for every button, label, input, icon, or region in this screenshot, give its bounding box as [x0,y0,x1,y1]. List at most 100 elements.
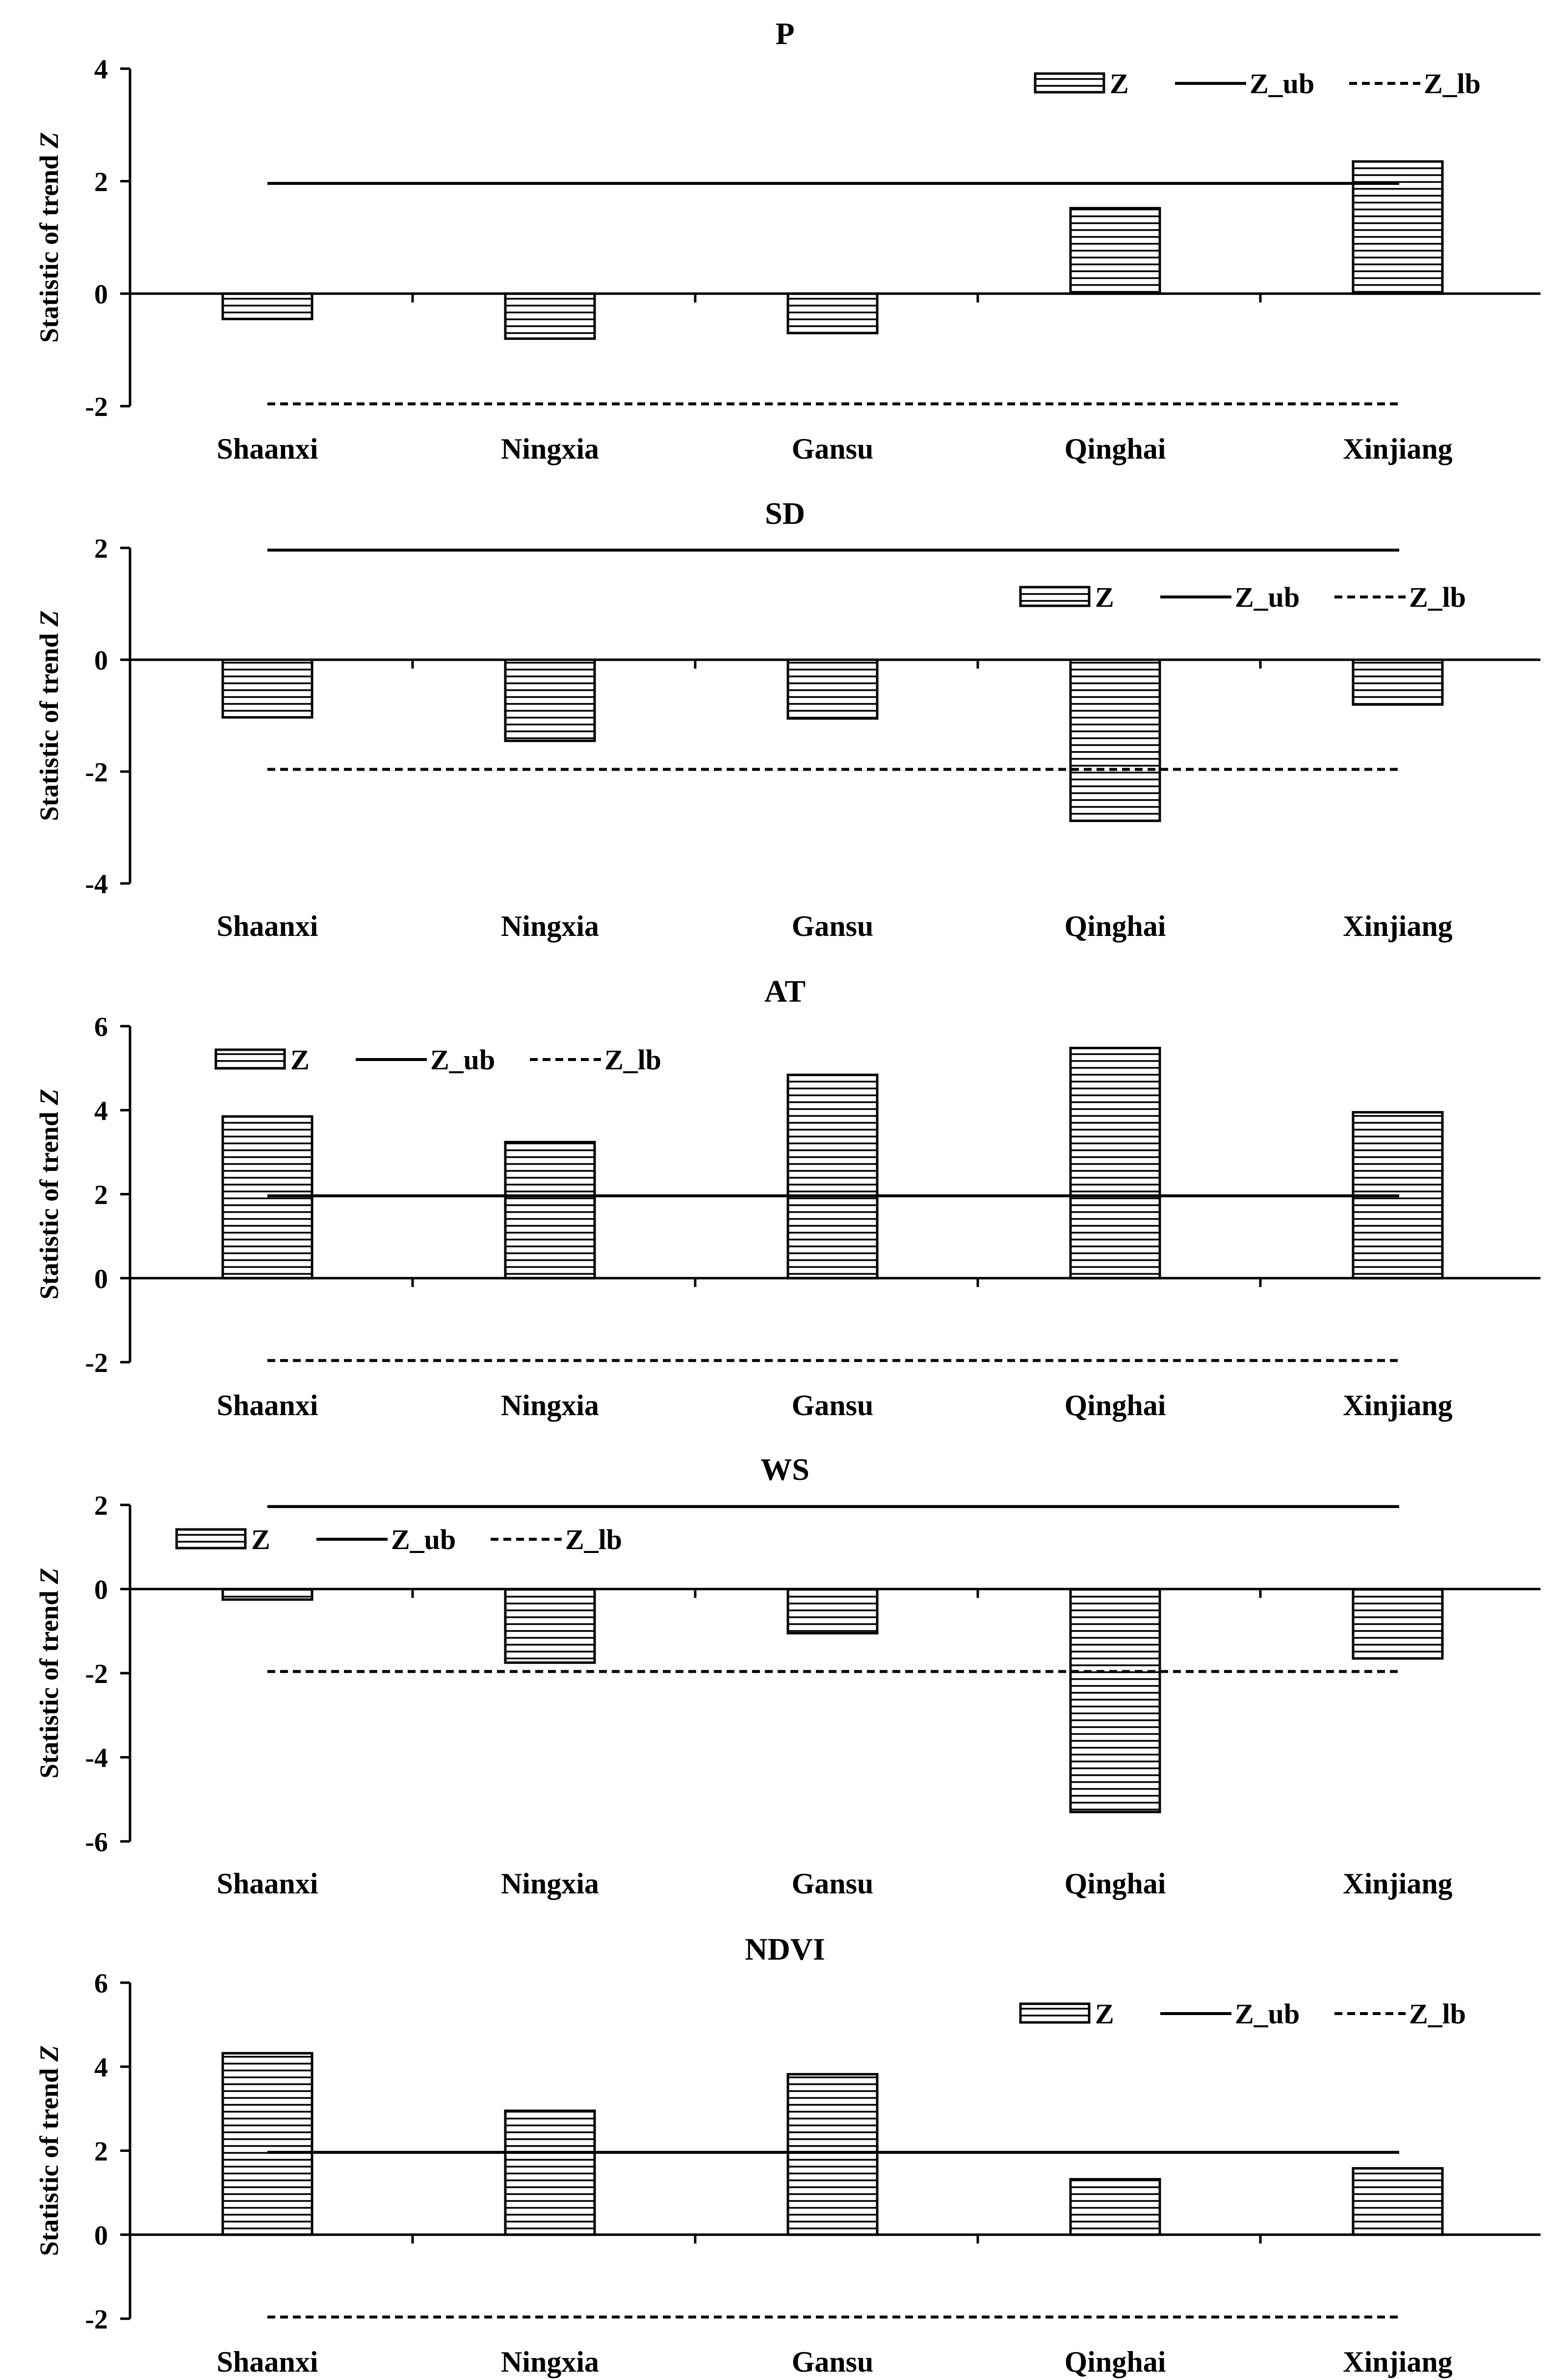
legend-ub-label: Z_ub [1235,1998,1300,2030]
bar-gansu [786,2073,879,2236]
category-label: Ningxia [501,1389,599,1422]
category-label: Ningxia [501,910,599,942]
bar-qinghai [1069,2178,1161,2236]
legend-ub-label: Z_ub [1250,68,1314,100]
chart-title: P [775,16,794,51]
legend-lb-label: Z_lb [1424,68,1481,100]
y-tick-label: 0 [94,1264,108,1294]
y-tick-label: 4 [94,54,108,85]
legend-bar-label: Z [290,1044,310,1076]
y-tick-label: 2 [94,167,108,197]
category-label: Qinghai [1065,910,1166,942]
bar-xinjiang [1352,1588,1444,1660]
y-axis-label: Statistic of trend Z [34,610,64,821]
legend-bar-swatch [175,1528,247,1550]
y-tick-label: -2 [85,1348,108,1378]
y-tick-label: 4 [94,1096,108,1126]
category-label: Gansu [792,1867,874,1900]
category-label: Gansu [792,2346,874,2378]
y-axis-label-variable: Z [34,132,64,149]
category-label: Shaanxi [217,1389,318,1422]
chart-title: NDVI [745,1932,825,1966]
legend: Z Z_ub Z_lb [214,1044,661,1076]
legend-bar-label: Z [1095,581,1114,613]
chart-title: WS [760,1452,810,1487]
y-axis-label-variable: Z [34,2045,64,2062]
bar-qinghai [1069,1047,1161,1280]
category-label: Ningxia [501,1867,599,1900]
legend-ub-label: Z_ub [391,1524,456,1555]
chart-title: AT [764,974,806,1009]
bar-ningxia [504,1140,596,1280]
category-label: Qinghai [1065,1389,1166,1422]
category-label: Xinjiang [1343,2346,1452,2378]
legend-bar-swatch [1034,72,1105,94]
legend-ub-label: Z_ub [1235,581,1300,613]
category-label: Ningxia [501,433,599,465]
y-tick-label: 0 [94,280,108,310]
bar-ningxia [504,2109,596,2236]
legend-bar-label: Z [1095,1998,1114,2030]
legend-bar-label: Z [251,1524,270,1555]
bar-gansu [786,292,879,335]
y-axis-label: Statistic of trend Z [34,2045,64,2256]
y-tick-label: 0 [94,646,108,676]
legend-ub-label: Z_ub [430,1044,495,1076]
y-axis-label-text: Statistic of trend [34,1584,64,1778]
y-tick-label: 2 [94,1491,108,1521]
category-label: Shaanxi [217,910,318,942]
legend-bar-swatch [1019,586,1091,607]
y-axis-label-variable: Z [34,610,64,627]
y-tick-label: -6 [85,1827,108,1858]
y-tick-label: -4 [85,869,108,900]
y-axis-label-variable: Z [34,1568,64,1584]
y-axis-label: Statistic of trend Z [34,1568,64,1778]
y-axis-label-text: Statistic of trend [34,2062,64,2256]
category-label: Xinjiang [1343,1867,1452,1900]
chart-panel-sd: SD -4 -2 0 2 Statistic of trend Z Shaanxi Ningx… [34,496,1541,942]
y-tick-label: 2 [94,534,108,564]
y-tick-label: -2 [85,1659,108,1689]
category-label: Qinghai [1065,1867,1166,1900]
legend-bar-swatch [1019,2002,1091,2024]
bar-gansu [786,1588,879,1635]
category-label: Shaanxi [217,433,318,465]
bar-qinghai [1069,207,1161,295]
category-label: Qinghai [1065,433,1166,465]
legend-lb-label: Z_lb [565,1524,622,1555]
category-label: Shaanxi [217,1867,318,1900]
category-label: Xinjiang [1343,433,1452,465]
category-label: Xinjiang [1343,910,1452,942]
bar-ningxia [504,1588,596,1664]
category-label: Shaanxi [217,2346,318,2378]
category-label: Gansu [792,433,874,465]
y-tick-label: -2 [85,2304,108,2335]
legend: Z Z_ub Z_lb [1019,581,1466,613]
y-tick-label: 2 [94,1180,108,1211]
legend: Z Z_ub Z_lb [1019,1998,1466,2030]
legend-bar-label: Z [1110,68,1129,100]
y-axis-label-text: Statistic of trend [34,148,64,342]
y-tick-label: 6 [94,1968,108,1999]
y-axis-label-variable: Z [34,1089,64,1106]
bar-shaanxi [221,2052,313,2236]
legend-lb-label: Z_lb [1409,581,1466,613]
y-axis-label: Statistic of trend Z [34,1089,64,1299]
y-axis-label-text: Statistic of trend [34,1105,64,1299]
y-tick-label: -2 [85,757,108,788]
y-tick-label: 2 [94,2137,108,2167]
category-label: Ningxia [501,2346,599,2378]
chart-panel-ndvi: NDVI -2 0 2 4 6 Statistic of trend Z Shaanxi Nin… [34,1932,1541,2378]
y-axis-label-text: Statistic of trend [34,626,64,821]
legend-bar-swatch [214,1048,286,1070]
chart-title: SD [765,496,805,531]
bar-ningxia [504,658,596,742]
chart-panel-p: P -2 0 2 4 Statistic of trend Z Shaanxi Ningxia… [34,16,1541,465]
y-tick-label: 0 [94,1575,108,1605]
bar-shaanxi [221,292,313,320]
bar-ningxia [504,292,596,340]
bar-xinjiang [1352,160,1444,295]
y-tick-label: 6 [94,1012,108,1042]
y-tick-label: -4 [85,1743,108,1774]
